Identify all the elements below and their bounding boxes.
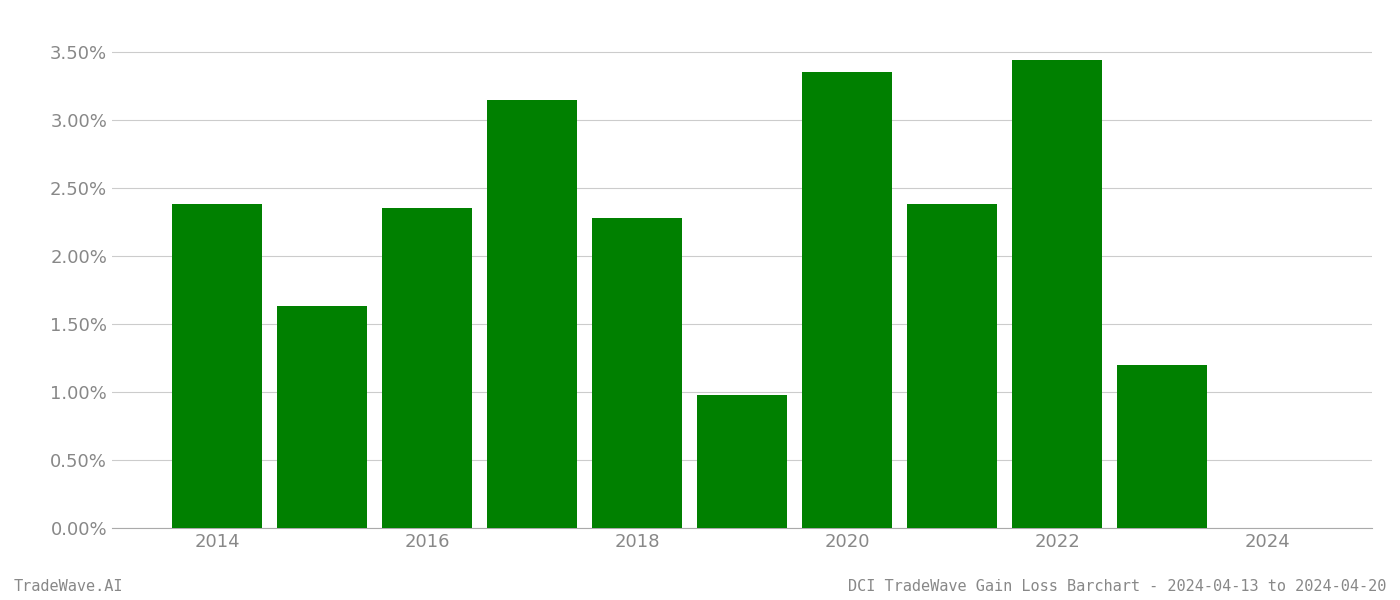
Bar (592, 218, 682, 528)
Bar (487, 100, 577, 528)
Text: DCI TradeWave Gain Loss Barchart - 2024-04-13 to 2024-04-20: DCI TradeWave Gain Loss Barchart - 2024-… (847, 579, 1386, 594)
Bar (802, 73, 892, 528)
Text: TradeWave.AI: TradeWave.AI (14, 579, 123, 594)
Bar (1117, 365, 1207, 528)
Bar (1012, 60, 1102, 528)
Bar (697, 395, 787, 528)
Bar (382, 208, 472, 528)
Bar (907, 205, 997, 528)
Bar (172, 205, 262, 528)
Bar (277, 307, 367, 528)
